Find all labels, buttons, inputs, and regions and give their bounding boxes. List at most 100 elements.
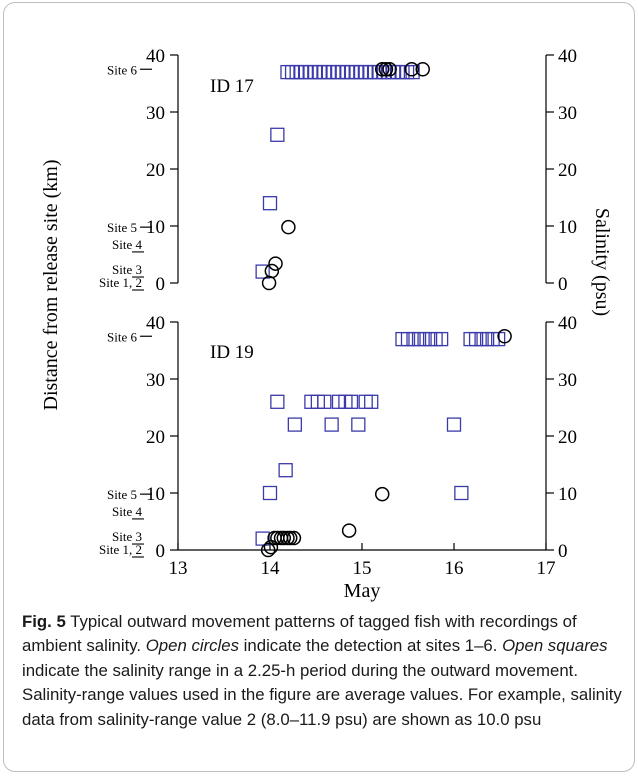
square-marker	[491, 331, 506, 347]
circle-marker	[281, 219, 296, 235]
square-marker	[364, 394, 379, 409]
caption-text-2: indicate the detection at sites 1–6.	[239, 636, 503, 656]
circle-marker	[415, 62, 430, 77]
circle-marker	[497, 329, 512, 344]
square-marker	[289, 64, 304, 80]
site-label: Site 3	[112, 262, 142, 277]
site-label: Site 1, 2	[99, 275, 142, 290]
panel-id-label: ID 19	[210, 342, 254, 363]
square-marker	[335, 64, 350, 80]
y-tick-label-left: 0	[156, 274, 166, 295]
square-marker	[358, 64, 373, 80]
x-tick-label: 17	[537, 558, 556, 579]
square-marker	[349, 64, 364, 80]
y-tick-label-left: 10	[146, 484, 165, 505]
square-marker	[270, 127, 285, 142]
circle-marker	[282, 530, 298, 546]
circle-marker	[276, 530, 292, 546]
caption-emphasis-circles: Open circles	[145, 636, 240, 656]
y-tick-label-right: 20	[558, 427, 577, 448]
square-marker	[446, 417, 462, 432]
square-marker	[298, 64, 314, 80]
square-marker	[330, 64, 346, 80]
square-marker	[280, 64, 295, 80]
circle-marker	[404, 62, 419, 77]
square-marker	[294, 64, 309, 80]
y-tick-label-right: 20	[558, 160, 577, 181]
circle-marker	[374, 62, 390, 77]
circle-marker	[268, 256, 283, 271]
x-tick-label: 14	[261, 558, 281, 579]
square-marker	[262, 485, 278, 501]
y-tick-label-left: 30	[146, 370, 165, 391]
caption-text-1: Typical outward movement patterns of tag…	[22, 612, 577, 656]
square-marker	[278, 463, 293, 478]
site-label: Site 1, 2	[99, 542, 142, 557]
square-marker	[255, 264, 270, 279]
site-label: Site 6	[107, 329, 137, 344]
y-tick-label-right: 10	[558, 484, 577, 505]
site-label: Site 6	[107, 62, 137, 77]
circle-marker	[374, 486, 390, 502]
square-marker	[287, 417, 302, 432]
site-label: Site 3	[112, 529, 142, 544]
y-tick-label-left: 0	[156, 541, 166, 562]
site-label: Site 5	[107, 487, 137, 502]
y-tick-label-right: 30	[558, 103, 577, 124]
y-tick-label-left: 40	[146, 313, 165, 334]
square-marker	[454, 485, 469, 501]
salinity-chart: Distance from release site (km) Salinity…	[40, 46, 613, 602]
square-marker	[390, 64, 406, 80]
circle-marker	[264, 263, 280, 279]
square-marker	[353, 64, 369, 80]
figure-caption: Fig. 5 Typical outward movement patterns…	[22, 610, 622, 732]
x-tick-label: 13	[169, 558, 188, 579]
square-marker	[363, 64, 378, 80]
square-marker	[344, 64, 360, 80]
square-marker	[340, 64, 355, 80]
panel-1: 0 0 10 10 20 20 30 30 40 40 Site 6 Site 5 Site 4 Site…	[99, 46, 577, 295]
square-marker	[284, 64, 300, 80]
square-marker	[317, 64, 332, 80]
y-axis-right-title: Salinity (psu)	[591, 208, 613, 316]
figure-frame	[3, 2, 635, 772]
y-tick-label-left: 20	[146, 160, 165, 181]
y-tick-label-left: 10	[146, 217, 165, 238]
square-marker	[399, 64, 415, 80]
y-axis-left-title: Distance from release site (km)	[40, 159, 62, 410]
y-tick-label-left: 30	[146, 103, 165, 124]
square-marker	[303, 64, 318, 80]
site-label: Site 4	[112, 237, 142, 252]
square-marker	[307, 64, 323, 80]
panel-id-label: ID 17	[210, 76, 254, 97]
circle-marker	[382, 62, 397, 77]
x-tick-label: 16	[445, 558, 464, 579]
square-marker	[358, 394, 373, 409]
y-tick-label-right: 0	[558, 541, 568, 562]
y-tick-label-right: 10	[558, 217, 577, 238]
square-marker	[343, 394, 359, 409]
square-marker	[351, 417, 366, 432]
square-marker	[321, 64, 337, 80]
circle-marker	[378, 62, 394, 77]
circle-marker	[341, 523, 357, 538]
y-tick-label-right: 40	[558, 46, 577, 67]
square-marker	[326, 64, 341, 80]
y-tick-label-left: 40	[146, 46, 165, 67]
x-axis-title: May	[344, 580, 381, 602]
caption-text-3: indicate the salinity range in a 2.25-h …	[22, 660, 622, 729]
caption-emphasis-squares: Open squares	[502, 636, 608, 656]
circle-marker	[260, 542, 276, 558]
y-tick-label-right: 40	[558, 313, 577, 334]
y-tick-label-right: 0	[558, 274, 568, 295]
circle-marker	[286, 530, 302, 546]
y-tick-label-left: 20	[146, 427, 165, 448]
square-marker	[312, 64, 327, 80]
square-marker	[262, 196, 278, 211]
y-tick-label-right: 30	[558, 370, 577, 391]
x-tick-label: 15	[353, 558, 372, 579]
square-marker	[433, 331, 449, 347]
site-label: Site 5	[107, 220, 137, 235]
square-marker	[317, 394, 332, 409]
